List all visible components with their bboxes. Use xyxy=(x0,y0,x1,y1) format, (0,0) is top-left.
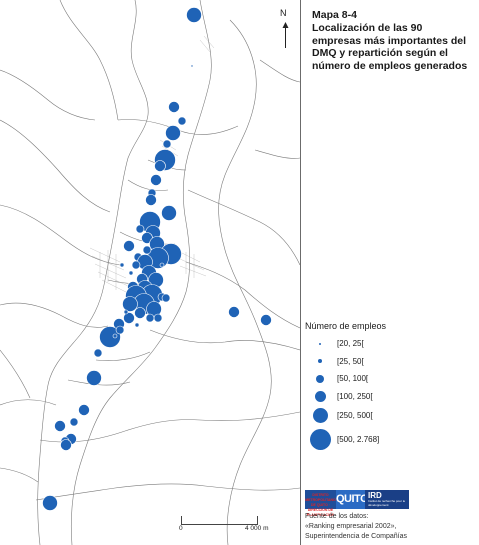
company-bubble xyxy=(69,417,79,427)
legend-label: [50, 100[ xyxy=(337,374,369,384)
company-bubble xyxy=(93,348,103,358)
legend-heading: Número de empleos xyxy=(305,321,387,331)
legend-label: [100, 250[ xyxy=(337,391,373,401)
north-label: N xyxy=(280,8,287,18)
company-bubbles xyxy=(42,7,272,511)
north-arrow-icon xyxy=(282,22,289,48)
map-title-block: Mapa 8-4 Localización de las 90 empresas… xyxy=(312,9,472,72)
scale-bar-line xyxy=(181,516,258,525)
company-bubble xyxy=(145,194,157,206)
source-line: Superintendencia de Compañías xyxy=(305,533,407,540)
quito-logo: QUITO xyxy=(336,490,369,509)
legend-row: [50, 100[ xyxy=(305,370,475,388)
north-arrow: N xyxy=(276,8,294,48)
company-bubble xyxy=(150,174,162,186)
map-title: Localización de las 90 empresas más impo… xyxy=(312,22,468,72)
source-line: Fuente de los datos: xyxy=(305,513,369,520)
scale-end-label: 4 000 m xyxy=(245,525,269,532)
legend-row: [100, 250[ xyxy=(305,388,475,406)
scale-start-label: 0 xyxy=(179,525,183,532)
map-number: Mapa 8-4 xyxy=(312,9,357,21)
company-bubble xyxy=(228,306,240,318)
company-bubble xyxy=(123,312,135,324)
company-bubble xyxy=(134,307,146,319)
legend-symbol xyxy=(316,374,324,383)
legend-row: [250, 500[ xyxy=(305,405,475,426)
dmq-map xyxy=(0,0,300,545)
legend-symbol xyxy=(309,429,331,450)
legend-label: [25, 50[ xyxy=(337,356,364,366)
legend-symbol xyxy=(318,359,322,364)
company-bubble xyxy=(115,325,125,335)
panel-divider xyxy=(300,0,301,545)
legend-symbol xyxy=(319,342,321,345)
company-bubble xyxy=(112,333,118,339)
company-bubble xyxy=(122,296,138,312)
company-bubble xyxy=(128,270,134,276)
company-bubble xyxy=(162,139,172,149)
legend-label: [500, 2.768] xyxy=(337,435,380,444)
company-bubble xyxy=(119,262,125,268)
company-bubble xyxy=(154,160,166,172)
company-bubble xyxy=(145,313,155,323)
company-bubble xyxy=(131,260,141,270)
legend-label: [20, 25[ xyxy=(337,339,364,349)
legend: Número de empleos [20, 25[ [25, 50[ [50,… xyxy=(305,321,475,453)
scale-bar: 0 4 000 m xyxy=(179,516,271,534)
company-bubble xyxy=(190,64,194,68)
company-bubble xyxy=(142,245,152,255)
legend-symbol xyxy=(314,390,326,402)
data-source: Fuente de los datos: «Ranking empresaria… xyxy=(305,512,475,542)
company-bubble xyxy=(134,322,140,328)
company-bubble xyxy=(186,7,202,23)
company-bubble xyxy=(123,309,129,315)
company-bubble xyxy=(153,313,163,323)
legend-symbol xyxy=(312,408,328,423)
ird-logo: IRD Institut de recherche pour le dévelo… xyxy=(365,490,409,509)
company-bubble xyxy=(161,293,171,303)
legend-label: [250, 500[ xyxy=(337,411,373,420)
legend-row: [500, 2.768] xyxy=(305,426,475,453)
company-bubble xyxy=(135,224,145,234)
legend-row: [25, 50[ xyxy=(305,353,475,371)
institution-logos: DISTRITO METROPOLITANO DE QUITO · DIRECC… xyxy=(305,490,409,517)
company-bubble xyxy=(168,101,180,113)
company-bubble xyxy=(260,314,272,326)
source-line: «Ranking empresarial 2002», xyxy=(305,523,397,530)
company-bubble xyxy=(42,495,58,511)
company-bubble xyxy=(78,404,90,416)
company-bubble xyxy=(159,262,165,268)
company-bubble xyxy=(99,326,121,348)
company-bubble xyxy=(60,439,72,451)
company-bubble xyxy=(86,370,102,386)
municipio-logo: DISTRITO METROPOLITANO DE QUITO · DIRECC… xyxy=(305,490,336,517)
company-bubble xyxy=(123,240,135,252)
company-bubble xyxy=(161,205,177,221)
company-bubble xyxy=(54,420,66,432)
company-bubble xyxy=(177,116,187,126)
company-bubble xyxy=(165,125,181,141)
legend-row: [20, 25[ xyxy=(305,335,475,353)
